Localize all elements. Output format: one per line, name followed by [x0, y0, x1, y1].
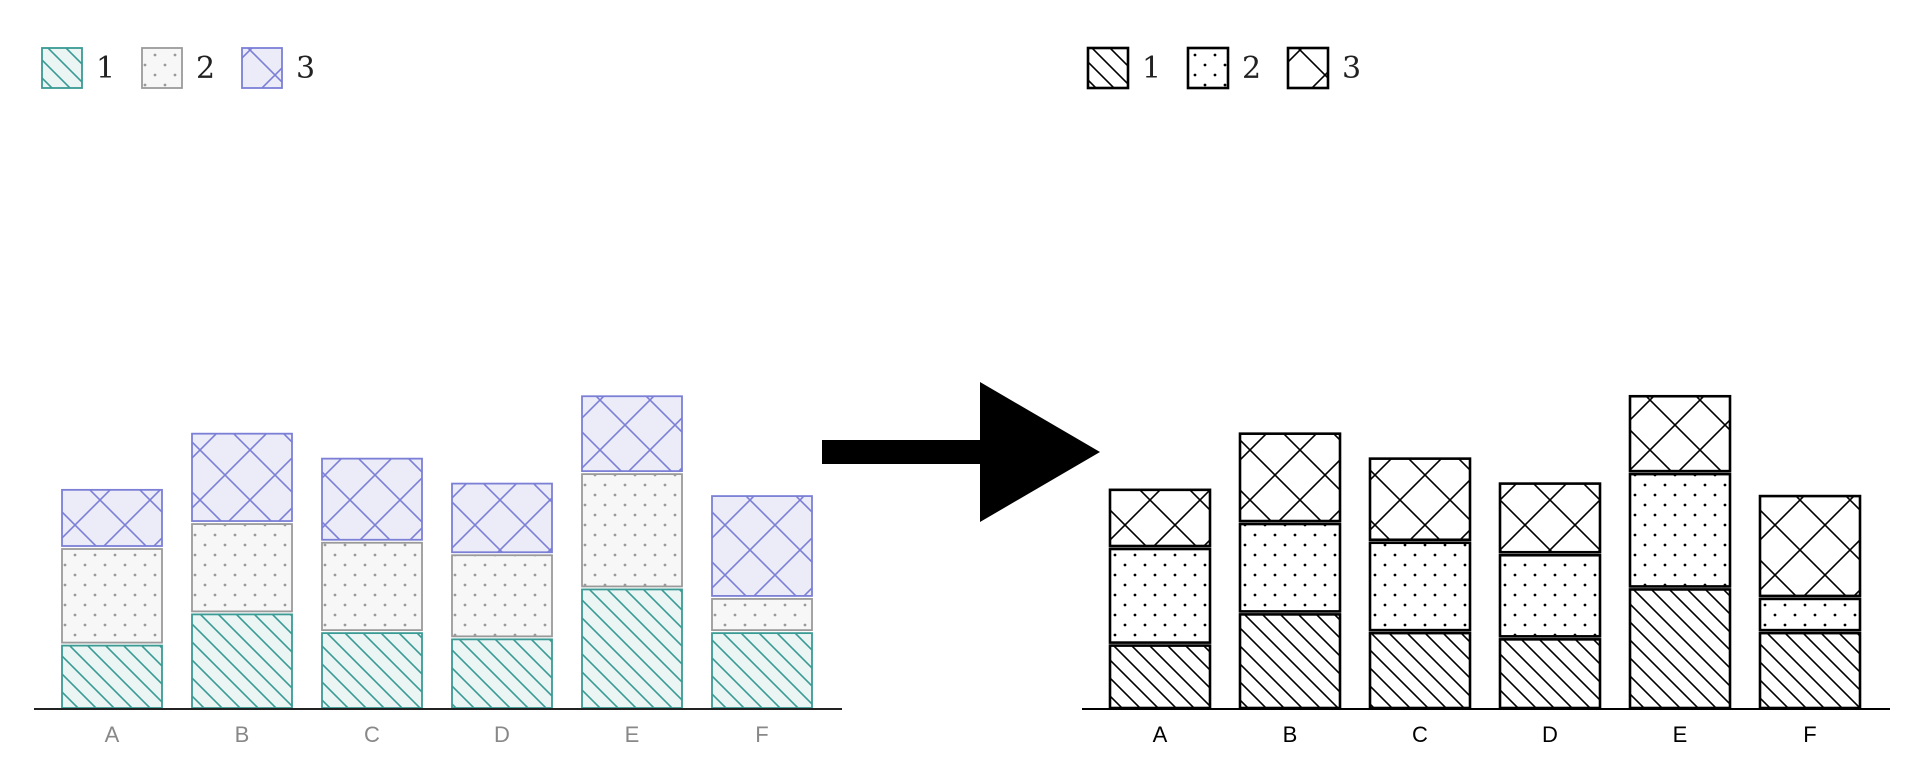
- bar-segment-F-series-3: [1758, 494, 1862, 598]
- bar-segment-F-series-2: [711, 598, 813, 632]
- legend-label-series-3: 3: [296, 51, 315, 86]
- colored-stacked-bar-chart: 1 2 3 A B C D E F: [34, 47, 842, 747]
- bar-segment-D-series-1: [1498, 638, 1602, 710]
- bar-segment-E-series-1: [581, 588, 683, 709]
- bar-segment-D-series-1: [451, 638, 553, 709]
- bar-segment-A-series-2: [1108, 547, 1212, 644]
- x-tick-label-A: A: [105, 722, 120, 747]
- bar-segment-C-series-3: [1368, 457, 1472, 542]
- monochrome-stacked-bar-chart: 1 2 3 A B C D E F: [1082, 46, 1890, 747]
- bar-segment-A-series-3: [61, 488, 163, 547]
- bar-segment-C-series-1: [1368, 631, 1472, 710]
- bar-segment-A-series-1: [61, 644, 163, 709]
- bar-segment-A-series-3: [1108, 488, 1212, 548]
- bar-segment-A-series-1: [1108, 644, 1212, 710]
- bar-segment-E-series-2: [1628, 472, 1732, 588]
- bar-segment-F-series-1: [711, 632, 813, 709]
- bar-segment-D-series-2: [451, 554, 553, 638]
- bar-segment-E-series-3: [581, 395, 683, 473]
- legend-label-series-1: 1: [1142, 51, 1161, 86]
- bar-segment-E-series-2: [581, 473, 683, 588]
- x-tick-label-A: A: [1153, 722, 1168, 747]
- legend-label-series-2: 2: [1242, 51, 1261, 86]
- legend-swatch-series-1: [41, 47, 83, 89]
- x-tick-label-D: D: [1542, 722, 1558, 747]
- bar-segment-E-series-1: [1628, 588, 1732, 710]
- bar-segment-B-series-1: [1238, 613, 1342, 710]
- x-tick-label-B: B: [235, 722, 250, 747]
- x-tick-label-D: D: [494, 722, 510, 747]
- bar-segment-A-series-2: [61, 548, 163, 644]
- bar-segment-D-series-2: [1498, 553, 1602, 638]
- bar-segment-B-series-2: [1238, 522, 1342, 613]
- x-tick-label-F: F: [755, 722, 768, 747]
- bar-segment-C-series-2: [321, 541, 423, 632]
- bar-segment-F-series-2: [1758, 597, 1862, 632]
- legend-label-series-1: 1: [96, 51, 115, 86]
- legend-label-series-2: 2: [196, 51, 215, 86]
- bar-segment-F-series-1: [1758, 631, 1862, 710]
- x-tick-label-E: E: [625, 722, 640, 747]
- legend-swatch-series-1: [1086, 46, 1130, 90]
- x-tick-label-F: F: [1803, 722, 1816, 747]
- right-arrow-icon: [822, 382, 1100, 522]
- bar-segment-F-series-3: [711, 495, 813, 597]
- bar-segment-E-series-3: [1628, 394, 1732, 473]
- x-tick-label-E: E: [1673, 722, 1688, 747]
- legend-swatch-series-3: [241, 47, 283, 89]
- legend-swatch-series-2: [1186, 46, 1230, 90]
- legend-swatch-series-2: [141, 47, 183, 89]
- bar-segment-C-series-3: [321, 457, 423, 541]
- bar-segment-B-series-1: [191, 613, 293, 709]
- bar-segment-D-series-3: [451, 482, 553, 554]
- bar-segment-D-series-3: [1498, 482, 1602, 554]
- legend-swatch-series-3: [1286, 46, 1330, 90]
- arrow-shaft: [822, 440, 982, 464]
- x-tick-label-C: C: [1412, 722, 1428, 747]
- legend-label-series-3: 3: [1342, 51, 1361, 86]
- bar-segment-C-series-2: [1368, 541, 1472, 632]
- bar-segment-C-series-1: [321, 632, 423, 709]
- x-tick-label-B: B: [1283, 722, 1298, 747]
- bar-segment-B-series-3: [191, 432, 293, 522]
- arrow-head: [980, 382, 1100, 522]
- x-tick-label-C: C: [364, 722, 380, 747]
- bar-segment-B-series-2: [191, 523, 293, 613]
- bar-segment-B-series-3: [1238, 432, 1342, 523]
